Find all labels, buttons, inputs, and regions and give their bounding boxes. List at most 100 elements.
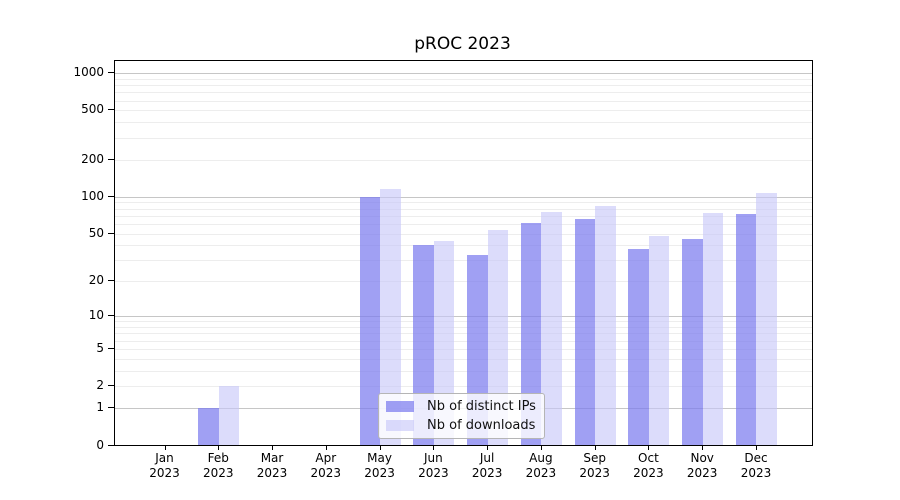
bar-downloads-jul	[487, 230, 509, 445]
x-axis-year: 2023	[418, 466, 449, 480]
y-axis-label: 100	[81, 188, 104, 203]
y-axis-label: 10	[88, 308, 104, 323]
bar-downloads-may	[380, 188, 401, 445]
x-axis-year: 2023	[471, 466, 503, 480]
x-axis-month: Apr	[315, 451, 337, 465]
x-axis-year: 2023	[310, 466, 342, 480]
y-axis-tick	[108, 385, 114, 387]
x-axis-label: Nov 2023	[670, 451, 734, 481]
bar-distinct-ips-nov	[682, 239, 703, 445]
bar-distinct-ips-feb	[198, 408, 219, 445]
minor-gridline	[115, 327, 812, 329]
x-axis-tick	[594, 445, 596, 450]
y-axis-label: 200	[81, 151, 104, 166]
plot-area	[114, 60, 813, 446]
y-axis-tick	[108, 195, 114, 197]
x-axis-month: Jan	[155, 451, 174, 465]
x-axis-tick	[487, 445, 489, 450]
bar-downloads-sep	[595, 205, 616, 445]
y-axis-tick	[108, 72, 114, 74]
x-axis-month: Jun	[423, 451, 443, 465]
legend: Nb of distinct IPs Nb of downloads	[378, 393, 545, 439]
y-axis-tick	[108, 232, 114, 234]
x-axis-label: Jul 2023	[455, 451, 519, 481]
x-axis-year: 2023	[525, 466, 557, 480]
minor-gridline	[115, 92, 812, 94]
minor-gridline	[115, 281, 812, 283]
x-axis-tick	[325, 445, 327, 450]
x-axis-tick	[648, 445, 650, 450]
bar-downloads-aug	[541, 212, 562, 445]
minor-gridline	[115, 386, 812, 388]
minor-gridline	[115, 122, 812, 124]
minor-gridline	[115, 159, 812, 161]
minor-gridline	[115, 110, 812, 112]
x-axis-month: Jul	[479, 451, 495, 465]
x-axis-month: Nov	[690, 451, 714, 465]
x-axis-year: 2023	[256, 466, 288, 480]
minor-gridline	[115, 370, 812, 372]
y-axis-tick	[108, 407, 114, 409]
minor-gridline	[115, 233, 812, 235]
y-axis-label: 2	[96, 378, 104, 393]
x-axis-tick	[218, 445, 220, 450]
x-axis-month: Sep	[583, 451, 606, 465]
x-axis-tick	[379, 445, 381, 450]
y-axis-tick	[108, 158, 114, 160]
minor-gridline	[115, 223, 812, 225]
bar-downloads-feb	[218, 386, 240, 445]
y-axis-label: 500	[81, 102, 104, 117]
x-axis-label: Feb 2023	[186, 451, 250, 481]
x-axis-month: Feb	[207, 451, 229, 465]
x-axis-label: Sep 2023	[563, 451, 627, 481]
x-axis-year: 2023	[686, 466, 718, 480]
x-axis-label: Mar 2023	[240, 451, 304, 481]
y-axis-label: 0	[96, 437, 104, 452]
minor-gridline	[115, 85, 812, 87]
bar-distinct-ips-sep	[574, 218, 596, 445]
x-axis-year: 2023	[202, 466, 234, 480]
legend-item: Nb of distinct IPs	[386, 399, 536, 414]
legend-swatch-downloads	[386, 420, 414, 431]
minor-gridline	[115, 100, 812, 102]
x-axis-tick	[433, 445, 435, 450]
x-axis-tick	[540, 445, 542, 450]
bar-distinct-ips-may	[359, 196, 381, 445]
bar-distinct-ips-dec	[735, 214, 757, 445]
minor-gridline	[115, 202, 812, 204]
major-gridline	[115, 316, 812, 318]
x-axis-year: 2023	[364, 466, 395, 480]
x-axis-month: May	[367, 451, 392, 465]
y-axis-tick	[108, 444, 114, 446]
major-gridline	[115, 73, 812, 75]
bar-downloads-dec	[756, 192, 777, 445]
x-axis-year: 2023	[740, 466, 772, 480]
y-axis-label: 5	[96, 340, 104, 355]
minor-gridline	[115, 321, 812, 323]
bar-distinct-ips-oct	[628, 249, 649, 445]
x-axis-label: May 2023	[348, 451, 412, 481]
bar-downloads-nov	[702, 212, 724, 445]
minor-gridline	[115, 348, 812, 350]
x-axis-label: Dec 2023	[724, 451, 788, 481]
x-axis-label: Aug 2023	[509, 451, 573, 481]
minor-gridline	[115, 215, 812, 217]
y-axis-label: 1000	[73, 65, 104, 80]
x-axis-label: Apr 2023	[294, 451, 358, 481]
minor-gridline	[115, 333, 812, 335]
minor-gridline	[115, 137, 812, 139]
y-axis-label: 20	[88, 273, 104, 288]
x-axis-tick	[702, 445, 704, 450]
minor-gridline	[115, 245, 812, 247]
minor-gridline	[115, 340, 812, 342]
x-axis-tick	[755, 445, 757, 450]
y-axis-tick	[108, 315, 114, 317]
y-axis-label: 1	[96, 400, 104, 415]
x-axis-month: Aug	[529, 451, 553, 465]
y-axis-tick	[108, 109, 114, 111]
chart-title: pROC 2023	[414, 34, 511, 54]
y-axis-tick	[108, 280, 114, 282]
x-axis-year: 2023	[149, 466, 180, 480]
bar-downloads-oct	[648, 235, 670, 445]
